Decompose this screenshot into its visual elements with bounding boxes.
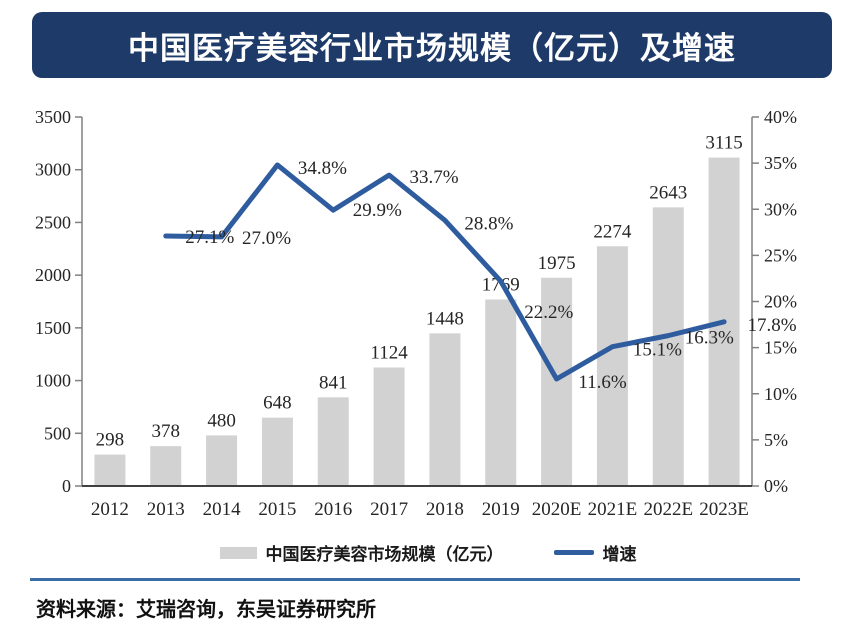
bar-value-label: 1448: [426, 308, 464, 329]
bar-value-label: 480: [207, 410, 236, 431]
left-axis-tick-label: 500: [44, 423, 71, 443]
line-swatch-icon: [553, 550, 594, 555]
growth-rate-label: 16.3%: [685, 328, 734, 349]
bar-2019: [485, 299, 517, 486]
bar-value-label: 378: [152, 421, 181, 442]
left-axis-tick-label: 3500: [35, 107, 71, 127]
footer-divider: [30, 578, 800, 581]
legend-item-growth: 增速: [553, 540, 637, 565]
right-axis-tick-label: 30%: [764, 199, 797, 219]
growth-rate-label: 22.2%: [524, 302, 573, 323]
bar-value-label: 1975: [538, 253, 576, 274]
legend-label-growth: 增速: [602, 545, 637, 564]
bar-2022E: [652, 207, 684, 486]
x-axis-label-2021E: 2021E: [588, 499, 638, 520]
x-axis-label-2023E: 2023E: [699, 499, 749, 520]
right-axis-tick-label: 0%: [764, 476, 788, 496]
bar-2016: [317, 397, 349, 486]
x-axis-label-2015: 2015: [258, 499, 296, 520]
x-axis-label-2017: 2017: [370, 499, 408, 520]
left-axis-tick-label: 1500: [35, 318, 71, 338]
bar-2021E: [596, 246, 628, 486]
right-axis-tick-label: 40%: [764, 107, 797, 127]
bar-line-chart: 298 3784806488411124144817691975227426433…: [35, 107, 797, 520]
bar-2012: [94, 454, 126, 486]
bar-2013: [150, 446, 182, 486]
left-axis-tick-label: 1000: [35, 371, 71, 391]
bar-2014: [206, 435, 238, 486]
x-axis-label-2022E: 2022E: [643, 499, 693, 520]
x-axis-label-2016: 2016: [314, 499, 352, 520]
growth-rate-label: 27.1%: [185, 227, 234, 248]
growth-rate-label: 15.1%: [633, 340, 682, 361]
bar-2018: [429, 333, 461, 486]
bar-2015: [261, 417, 293, 486]
growth-rate-line: [163, 162, 727, 382]
legend-label-market-size: 中国医疗美容市场规模（亿元）: [265, 545, 504, 564]
chart-title: 中国医疗美容行业市场规模（亿元）及增速: [128, 30, 736, 66]
bar-value-label: 1124: [370, 342, 408, 363]
growth-rate-label: 29.9%: [353, 200, 402, 221]
x-axis-label-2013: 2013: [147, 499, 185, 520]
right-axis-tick-label: 35%: [764, 153, 797, 173]
growth-rate-label: 27.0%: [242, 228, 291, 249]
bar-value-label: 648: [263, 393, 292, 414]
left-axis-tick-label: 2000: [35, 265, 71, 285]
bar-value-label: 2643: [649, 182, 687, 203]
bar-value-label: 298: [96, 430, 125, 451]
growth-rate-label: 33.7%: [410, 167, 459, 188]
x-axis-label-2014: 2014: [203, 499, 242, 520]
right-axis-tick-label: 10%: [764, 384, 797, 404]
source-note: 资料来源：艾瑞咨询，东吴证券研究所: [36, 599, 376, 621]
bar-2020E: [541, 277, 573, 486]
chart-legend: 中国医疗美容市场规模（亿元） 增速: [0, 540, 856, 565]
right-axis-tick-label: 20%: [764, 292, 797, 312]
right-axis-tick-label: 15%: [764, 338, 797, 358]
bar-value-label: 3115: [705, 133, 742, 154]
bar-swatch-icon: [219, 546, 257, 559]
growth-rate-label: 28.8%: [464, 213, 513, 234]
left-axis-tick-label: 3000: [35, 160, 71, 180]
bar-value-label: 841: [319, 372, 348, 393]
x-axis-label-2012: 2012: [91, 499, 129, 520]
bar-2017: [373, 367, 405, 486]
x-axis-label-2020E: 2020E: [532, 499, 582, 520]
legend-item-market-size: 中国医疗美容市场规模（亿元）: [219, 540, 504, 565]
right-axis-tick-label: 5%: [764, 430, 788, 450]
right-axis-tick-label: 25%: [764, 245, 797, 265]
x-axis-label-2018: 2018: [426, 499, 464, 520]
growth-rate-label: 17.8%: [748, 315, 797, 336]
left-axis-tick-label: 2500: [35, 212, 71, 232]
growth-rate-label: 11.6%: [578, 372, 627, 393]
growth-rate-label: 34.8%: [298, 158, 347, 179]
x-axis-label-2019: 2019: [482, 499, 520, 520]
chart-title-banner: 中国医疗美容行业市场规模（亿元）及增速: [32, 12, 832, 78]
left-axis-tick-label: 0: [62, 476, 71, 496]
bar-value-label: 2274: [593, 221, 632, 242]
